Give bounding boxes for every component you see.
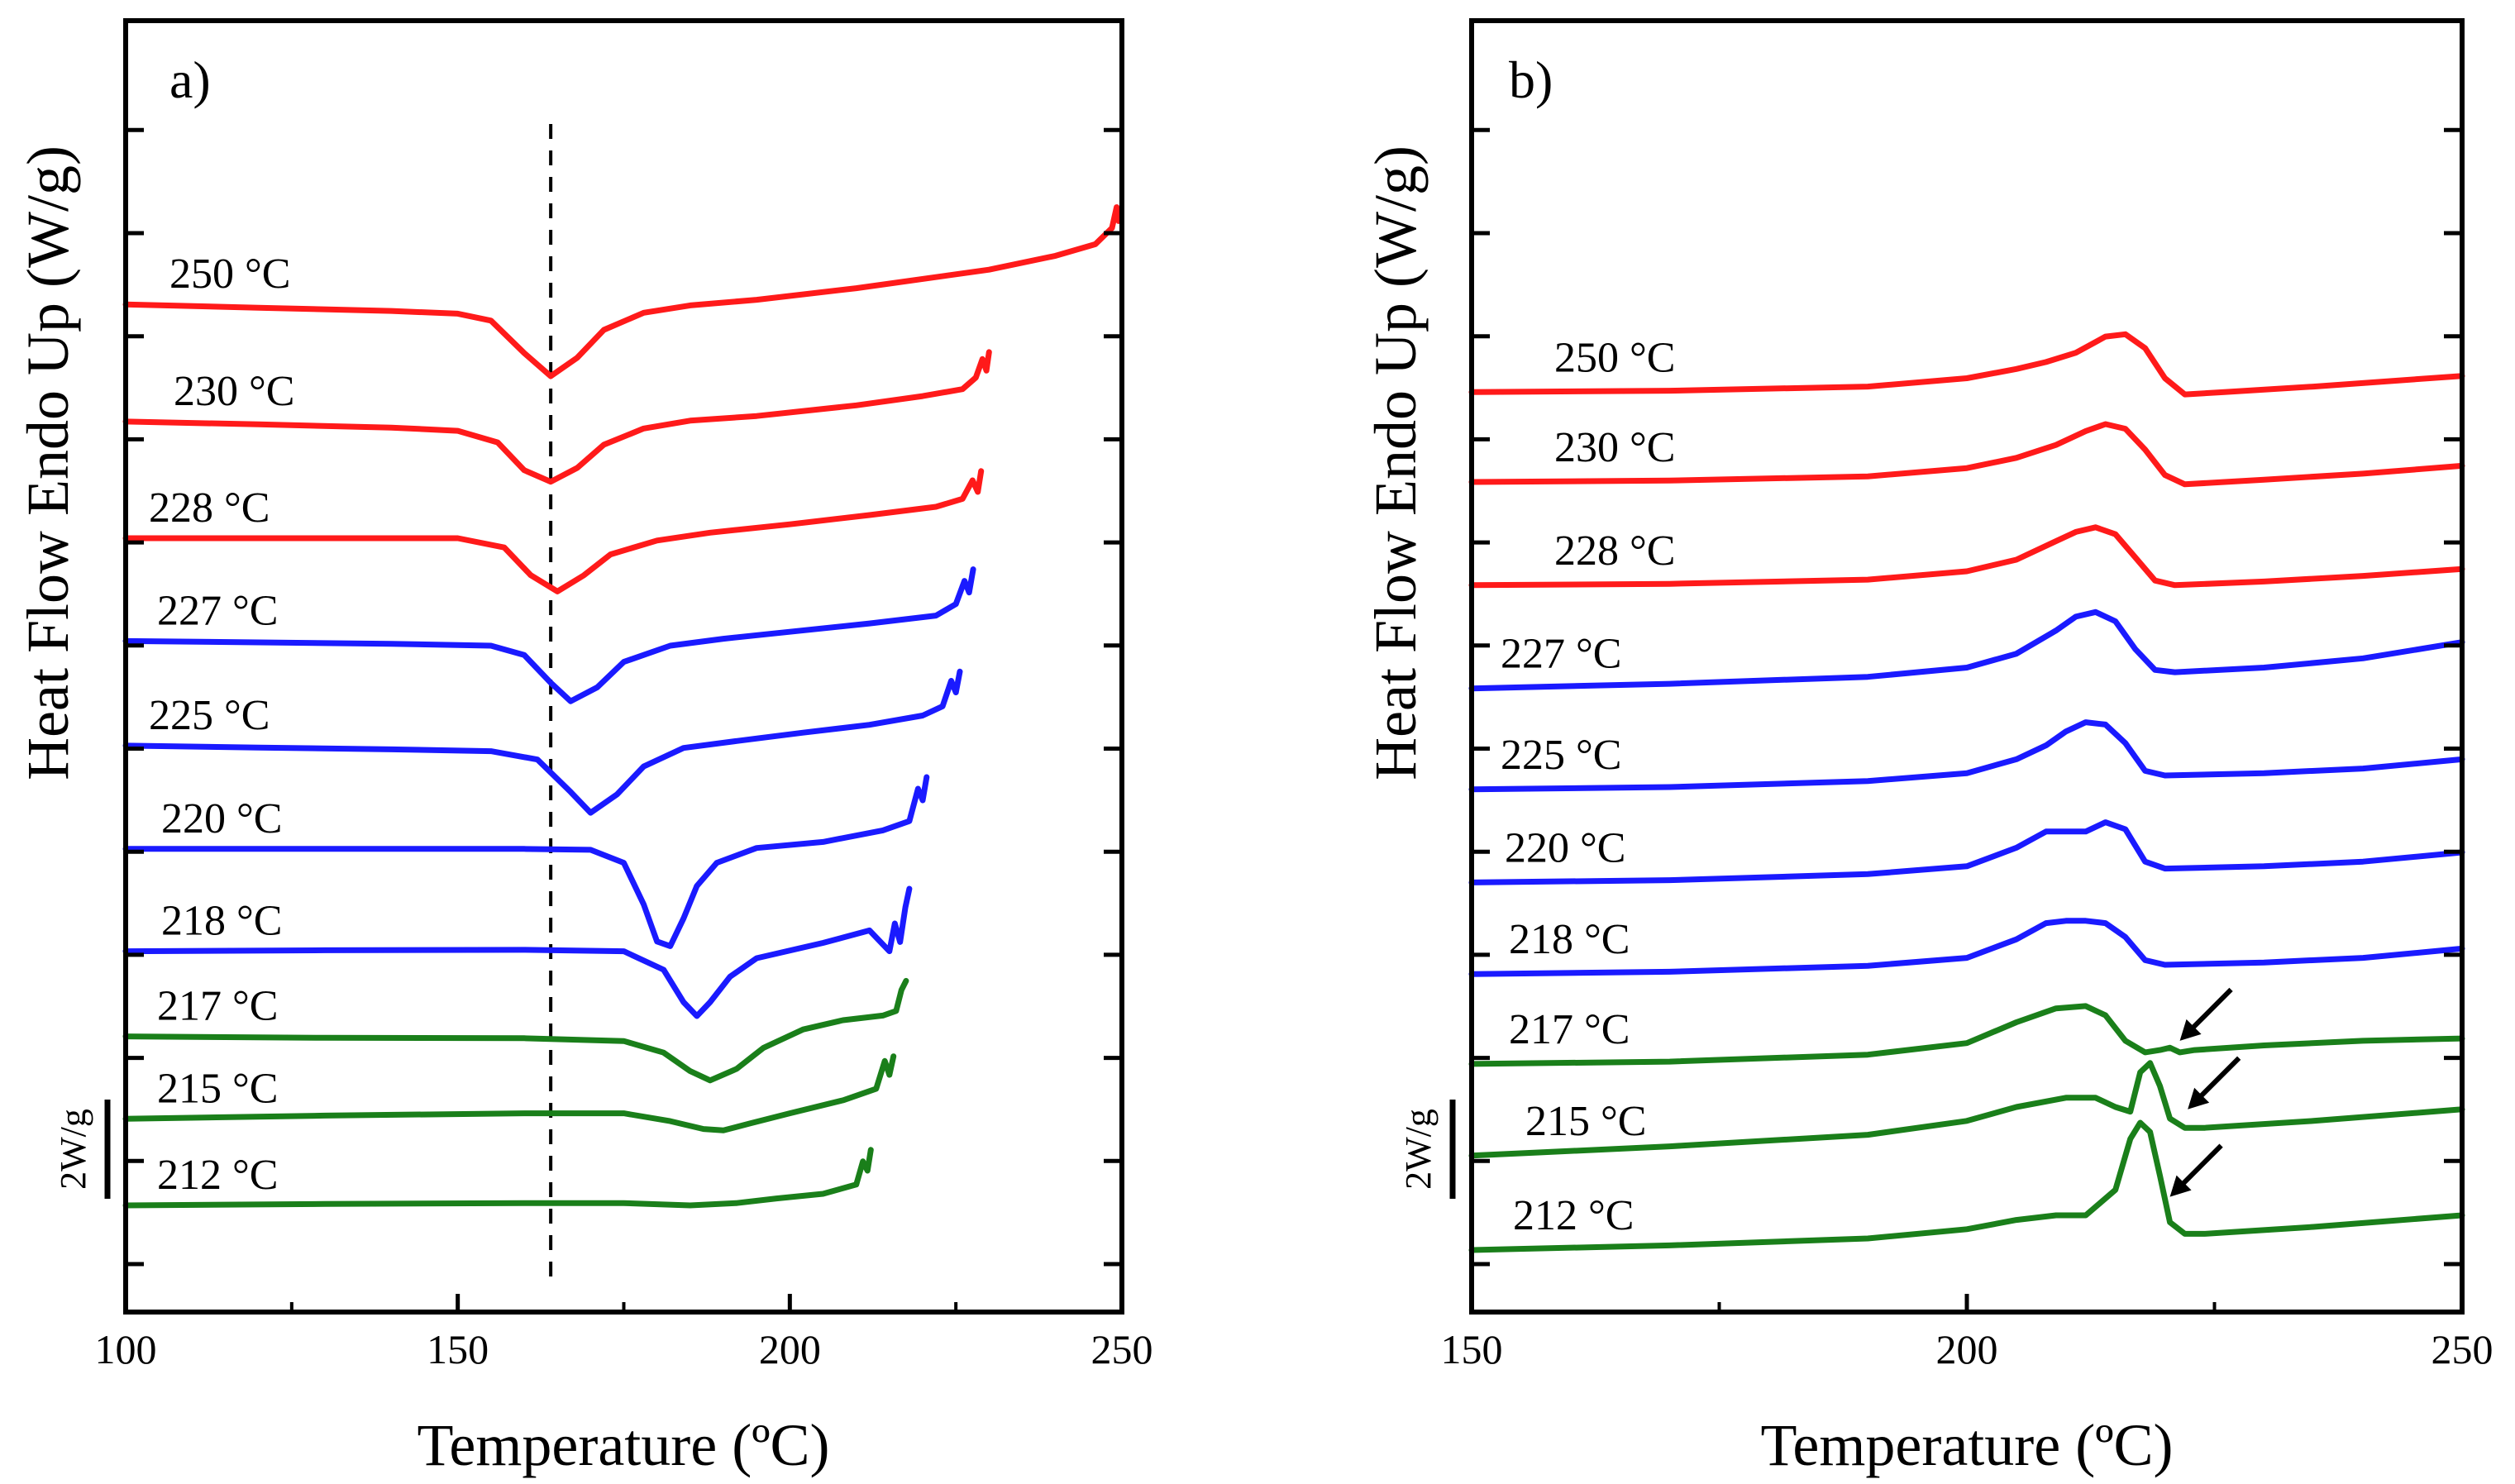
- curve-label-225-c: 225 °C: [149, 692, 270, 739]
- curve-212-c: [1468, 1119, 2465, 1253]
- panel-a-scale-label: 2W/g: [53, 1109, 93, 1190]
- curve-label-215-c: 215 °C: [157, 1065, 278, 1112]
- x-tick-label: 150: [1441, 1326, 1503, 1372]
- curve-label-220-c: 220 °C: [161, 795, 282, 842]
- curve-label-250-c: 250 °C: [169, 251, 290, 298]
- panel-b-chart: 250 °C 230 °C 228 °C 227 °C 225 °C 220 °C 218 …: [1362, 18, 2494, 1478]
- panel-a-y-axis-title: Heat Flow Endo Up (W/g): [15, 146, 81, 780]
- curve-230-c: [122, 349, 992, 485]
- curve-label-250-c: 250 °C: [1554, 334, 1675, 381]
- curve-217-c: [1468, 1003, 2465, 1067]
- curve-218-c: [1468, 918, 2465, 977]
- arrow-217-c: [2179, 987, 2233, 1041]
- x-tick-label: 150: [427, 1326, 489, 1372]
- x-tick-label: 250: [2431, 1326, 2494, 1372]
- curve-217-c: [122, 977, 909, 1084]
- curve-label-217-c: 217 °C: [1509, 1006, 1630, 1053]
- curve-218-c: [122, 885, 913, 1019]
- curve-225-c: [122, 668, 963, 816]
- curve-label-228-c: 228 °C: [1554, 527, 1675, 575]
- panel-b-x-axis-title: Temperature (ºC): [1760, 1412, 2173, 1478]
- panel-b-tag: b): [1509, 50, 1553, 109]
- curve-250-c: [1468, 331, 2465, 398]
- curve-label-230-c: 230 °C: [1554, 424, 1675, 471]
- curve-212-c: [122, 1147, 874, 1209]
- panel-a-curve-labels: 250 °C 230 °C 228 °C 227 °C 225 °C 220 °C 218 …: [149, 251, 294, 1199]
- curve-225-c: [1468, 719, 2465, 793]
- curve-label-230-c: 230 °C: [174, 368, 294, 415]
- x-tick-label: 200: [759, 1326, 821, 1372]
- panel-a-chart: 250 °C 230 °C 228 °C 227 °C 225 °C 220 °C 218 …: [15, 18, 1153, 1478]
- curve-label-228-c: 228 °C: [149, 484, 270, 532]
- curve-228-c: [122, 468, 985, 594]
- curve-220-c: [1468, 819, 2465, 885]
- curve-label-218-c: 218 °C: [1509, 916, 1630, 963]
- panel-a-ticks: 100 150 200 250: [95, 127, 1153, 1372]
- x-tick-label: 250: [1091, 1326, 1153, 1372]
- arrow-212-c: [2169, 1143, 2223, 1197]
- curve-label-227-c: 227 °C: [157, 587, 278, 634]
- curve-label-225-c: 225 °C: [1501, 732, 1621, 779]
- curve-215-c: [122, 1053, 897, 1133]
- curve-227-c: [122, 566, 976, 704]
- panel-a-curves: [122, 204, 1122, 1209]
- curve-label-227-c: 227 °C: [1501, 631, 1621, 678]
- panel-b-scale-label: 2W/g: [1398, 1109, 1439, 1190]
- panel-a-tag: a): [169, 50, 211, 109]
- curve-label-212-c: 212 °C: [1513, 1192, 1634, 1239]
- curve-label-217-c: 217 °C: [157, 983, 278, 1030]
- curve-230-c: [1468, 421, 2465, 488]
- curve-228-c: [1468, 524, 2465, 589]
- curve-215-c: [1468, 1060, 2465, 1159]
- curve-label-212-c: 212 °C: [157, 1152, 278, 1199]
- x-tick-label: 200: [1936, 1326, 1998, 1372]
- curve-label-215-c: 215 °C: [1525, 1098, 1646, 1145]
- panel-b-curves: [1468, 331, 2465, 1253]
- x-tick-label: 100: [95, 1326, 157, 1372]
- curve-227-c: [1468, 608, 2465, 692]
- panel-b-ticks: 150 200 250: [1441, 127, 2494, 1372]
- curve-label-218-c: 218 °C: [161, 898, 282, 945]
- curve-label-220-c: 220 °C: [1505, 824, 1625, 871]
- curve-220-c: [122, 774, 930, 949]
- panel-b-curve-labels: 250 °C 230 °C 228 °C 227 °C 225 °C 220 °C 218 …: [1501, 334, 1675, 1239]
- panel-b-arrows: [2169, 987, 2241, 1197]
- panel-a-x-axis-title: Temperature (ºC): [417, 1412, 829, 1478]
- curve-250-c: [122, 204, 1122, 379]
- arrow-215-c: [2188, 1056, 2241, 1109]
- panel-b-y-axis-title: Heat Flow Endo Up (W/g): [1362, 146, 1429, 780]
